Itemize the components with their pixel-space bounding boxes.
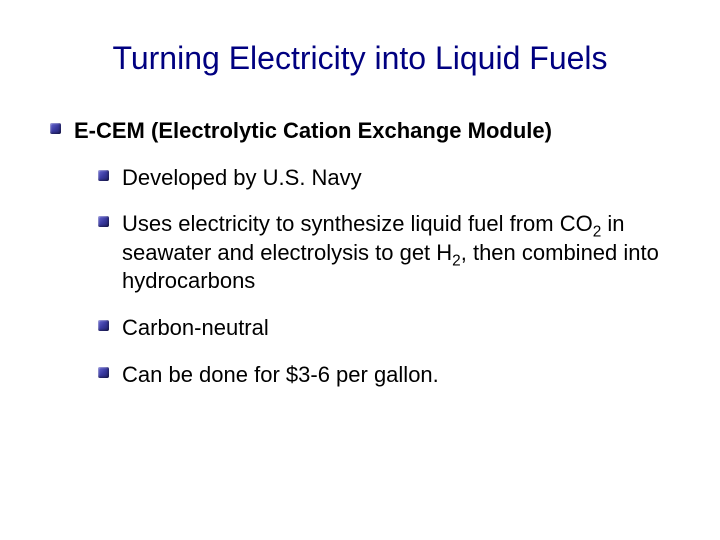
list-item-text: Carbon-neutral [122, 315, 269, 340]
slide: Turning Electricity into Liquid Fuels E-… [0, 0, 720, 540]
bullet-icon [98, 170, 109, 181]
bullet-list: E-CEM (Electrolytic Cation Exchange Modu… [50, 117, 670, 389]
list-item: Uses electricity to synthesize liquid fu… [98, 210, 670, 296]
list-item-text: Developed by U.S. Navy [122, 165, 362, 190]
list-item: E-CEM (Electrolytic Cation Exchange Modu… [50, 117, 670, 146]
bullet-icon [50, 123, 61, 134]
list-item-text: Can be done for $3-6 per gallon. [122, 362, 439, 387]
slide-title: Turning Electricity into Liquid Fuels [50, 40, 670, 77]
list-item-text: Uses electricity to synthesize liquid fu… [122, 211, 659, 293]
bullet-icon [98, 367, 109, 378]
bullet-icon [98, 216, 109, 227]
list-item-text: E-CEM (Electrolytic Cation Exchange Modu… [74, 118, 552, 143]
bullet-icon [98, 320, 109, 331]
list-item: Can be done for $3-6 per gallon. [98, 361, 670, 390]
list-item: Carbon-neutral [98, 314, 670, 343]
list-item: Developed by U.S. Navy [98, 164, 670, 193]
